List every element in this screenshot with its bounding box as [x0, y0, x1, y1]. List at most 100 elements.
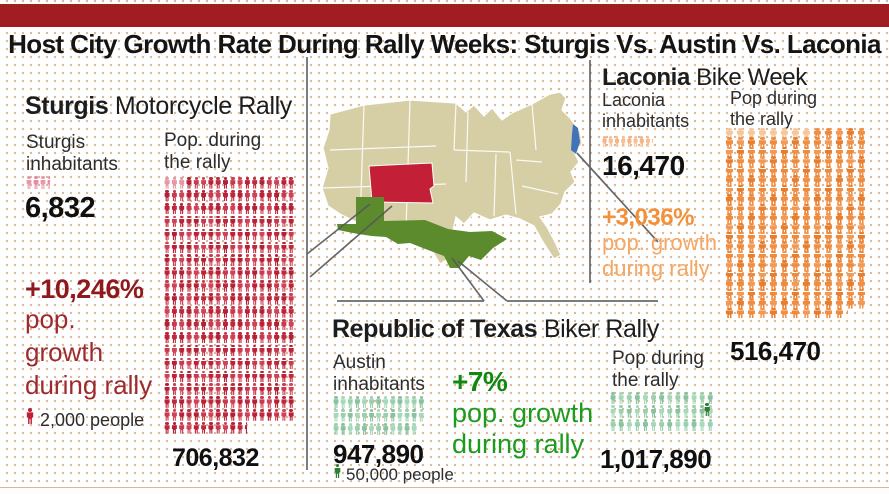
- person-icon: [802, 269, 811, 281]
- person-icon: [780, 231, 789, 243]
- person-icon: [164, 396, 170, 408]
- person-icon: [791, 165, 800, 177]
- person-icon: [747, 231, 756, 243]
- person-icon: [769, 231, 778, 243]
- person-icon: [736, 165, 745, 177]
- person-icon: [230, 306, 236, 318]
- person-icon: [333, 409, 339, 421]
- person-icon: [780, 213, 789, 224]
- person-icon: [186, 254, 192, 266]
- person-icon: [266, 318, 272, 331]
- person-icon: [404, 409, 410, 421]
- person-icon: [769, 260, 778, 271]
- person-icon: [179, 383, 185, 395]
- person-icon: [813, 298, 822, 309]
- person-icon: [179, 241, 185, 254]
- person-icon: [725, 203, 734, 215]
- person-icon: [186, 318, 192, 331]
- person-icon: [791, 298, 800, 309]
- person-icon: [266, 215, 272, 228]
- person-icon: [747, 288, 756, 300]
- person-icon: [252, 267, 258, 279]
- person-icon: [179, 331, 185, 344]
- laconia-inhabitants-label: Laconia inhabitants: [602, 90, 690, 132]
- person-icon: [193, 306, 199, 318]
- person-icon: [846, 203, 855, 215]
- person-icon: [274, 331, 280, 344]
- person-icon: [780, 222, 789, 234]
- person-icon: [376, 422, 382, 435]
- person-icon: [813, 241, 822, 252]
- person-icon: [281, 383, 287, 395]
- person-icon: [288, 306, 294, 318]
- person-icon: [618, 392, 624, 404]
- person-icon: [288, 280, 294, 292]
- person-icon: [780, 128, 789, 139]
- person-icon: [164, 370, 170, 383]
- austin-inhabitants-value: 947,890: [333, 439, 424, 469]
- person-icon: [354, 396, 360, 408]
- person-icon: [758, 269, 767, 281]
- person-icon: [281, 306, 287, 318]
- person-icon: [186, 241, 192, 254]
- person-icon: [824, 203, 833, 215]
- person-icon: [780, 279, 789, 290]
- person-icon: [747, 250, 756, 262]
- person-icon: [274, 318, 280, 331]
- person-icon: [252, 202, 258, 215]
- person-icon: [347, 409, 353, 421]
- person-icon: [769, 307, 778, 319]
- person-icon: [725, 213, 734, 224]
- person-icon: [618, 405, 624, 417]
- person-icon: [164, 318, 170, 331]
- person-icon: [171, 318, 177, 331]
- person-icon: [857, 128, 866, 139]
- laconia-growth-label: pop. growth during rally: [602, 230, 717, 281]
- person-icon: [758, 307, 767, 319]
- person-icon: [171, 267, 177, 279]
- person-icon: [193, 370, 199, 383]
- person-icon: [266, 344, 272, 357]
- person-icon: [244, 280, 250, 292]
- person-icon: [186, 370, 192, 383]
- person-icon: [835, 288, 844, 300]
- texas-heading: Republic of Texas Biker Rally: [332, 315, 659, 344]
- person-icon: [259, 228, 265, 241]
- person-icon: [266, 254, 272, 266]
- person-icon: [780, 269, 789, 281]
- person-icon: [281, 177, 287, 189]
- person-icon: [683, 418, 689, 431]
- person-icon: [171, 396, 177, 408]
- austin-inhabitants-pictogram: [333, 396, 425, 436]
- person-icon: [618, 418, 624, 431]
- person-icon: [683, 405, 689, 417]
- person-icon: [230, 357, 236, 370]
- texas-growth-pct: +7%: [452, 366, 508, 397]
- person-icon: [747, 175, 756, 186]
- person-icon: [244, 306, 250, 318]
- person-icon: [215, 318, 221, 331]
- person-icon: [857, 203, 866, 215]
- person-icon: [769, 269, 778, 281]
- person-icon: [747, 279, 756, 290]
- person-icon: [193, 383, 199, 395]
- person-icon: [791, 307, 800, 319]
- person-icon: [281, 254, 287, 266]
- person-icon: [201, 306, 207, 318]
- person-icon: [846, 175, 855, 186]
- person-icon: [835, 260, 844, 271]
- person-icon: [288, 318, 294, 331]
- person-icon: [244, 228, 250, 241]
- person-icon: [780, 288, 789, 300]
- person-icon: [769, 146, 778, 158]
- person-icon: [813, 184, 822, 196]
- person-icon: [281, 318, 287, 331]
- person-icon: [252, 280, 258, 292]
- sturgis-pop-label: Pop. during the rally: [164, 130, 262, 174]
- person-icon: [222, 409, 228, 421]
- person-icon: [857, 288, 866, 300]
- person-icon: [642, 405, 648, 417]
- person-icon: [252, 357, 258, 370]
- person-icon: [230, 422, 236, 434]
- person-icon: [835, 222, 844, 234]
